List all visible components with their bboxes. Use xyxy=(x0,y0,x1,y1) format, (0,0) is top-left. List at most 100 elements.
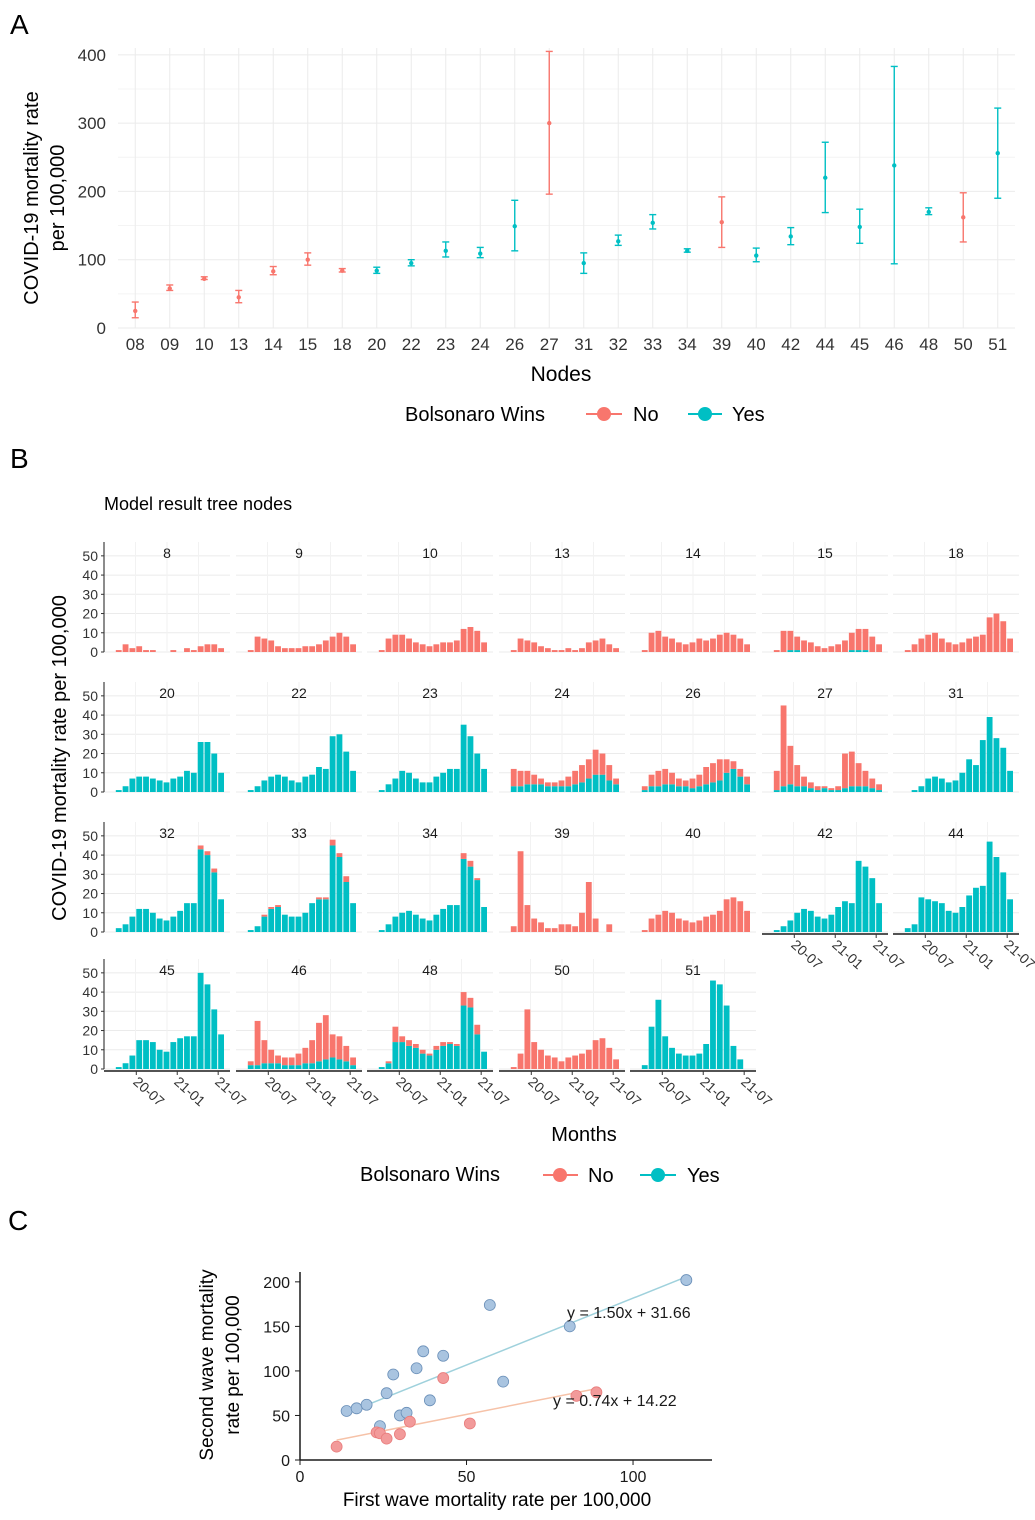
facet-bar-yes xyxy=(945,782,952,792)
facet-bar-no xyxy=(524,640,531,652)
facet-x-tick: 21-01 xyxy=(434,1073,471,1109)
facet-bar-yes xyxy=(406,910,412,932)
facet-bar-no xyxy=(399,634,406,652)
facet-bar-no xyxy=(474,1024,481,1035)
facet-title: 34 xyxy=(422,825,438,841)
facet-title: 9 xyxy=(295,545,303,561)
facet-node-10: 10 xyxy=(367,542,493,654)
facet-bar-yes xyxy=(918,786,925,792)
facet-bar-no xyxy=(842,640,848,652)
facet-bar-no xyxy=(855,763,862,787)
facet-bar-yes xyxy=(136,776,143,792)
facet-bar-no xyxy=(517,1053,524,1069)
facet-bar-yes xyxy=(136,1040,143,1069)
facet-bar-no xyxy=(918,638,925,652)
facet-bar-yes xyxy=(440,772,447,792)
panel-a-x-tick: 27 xyxy=(540,335,559,354)
panel-a-x-tick: 40 xyxy=(747,335,766,354)
panel-b: B Model result tree nodes 0 10 20 30 40 50 8 9 1… xyxy=(0,440,1035,1200)
facet-bar-yes xyxy=(737,776,744,792)
legend-yes-marker xyxy=(651,1168,665,1182)
facet-bar-yes xyxy=(517,786,524,792)
point-yes xyxy=(387,1368,400,1381)
facet-bar-yes xyxy=(392,1042,399,1069)
panel-b-header: Model result tree nodes xyxy=(104,494,292,514)
facet-bar-no xyxy=(247,650,254,652)
facet-title: 14 xyxy=(685,545,701,561)
legend-no-label: No xyxy=(633,404,659,426)
facet-bar-yes xyxy=(288,1065,295,1069)
facet-node-51: 51 20-07 21-01 21-07 xyxy=(630,959,776,1109)
facet-bar-no xyxy=(419,644,426,652)
facet-y-tick: 0 xyxy=(90,784,98,800)
facet-bar-no xyxy=(599,753,606,775)
facet-bar-no xyxy=(606,1047,613,1069)
facet-bar-no xyxy=(247,1061,254,1066)
facet-bar-yes xyxy=(773,930,780,932)
point-no xyxy=(463,1417,476,1430)
facet-bar-yes xyxy=(336,1059,343,1069)
panel-a-point xyxy=(340,268,345,273)
facet-bar-yes xyxy=(710,980,716,1069)
facet-bar-no xyxy=(524,770,531,785)
panel-a-x-tick-labels: 08 09 10 13 14 15 18 20 22 23 24 26 27 31 32 33 34 39 40 42… xyxy=(126,335,1007,354)
facet-bar-no xyxy=(599,1038,606,1069)
facet-bar-no xyxy=(433,644,440,652)
panel-c-points: y = 1.50x + 31.66 y = 0.74x + 14.22 xyxy=(330,1274,693,1453)
facet-bar-yes xyxy=(876,790,882,792)
panel-c-y-tick: 100 xyxy=(263,1364,290,1381)
facet-bar-no xyxy=(662,910,669,932)
facet-bar-yes xyxy=(426,920,433,932)
facet-bar-no xyxy=(669,772,675,785)
facet-bar-no xyxy=(268,1049,275,1064)
facet-bar-yes xyxy=(1007,899,1013,932)
facet-bar-yes xyxy=(447,768,453,792)
point-no xyxy=(404,1415,416,1428)
facet-bar-yes xyxy=(773,790,780,792)
panel-a-errorbar-15 xyxy=(304,252,312,266)
panel-a-point xyxy=(443,248,448,254)
facet-bar-no xyxy=(268,907,275,909)
facet-bar-yes xyxy=(737,1059,744,1069)
facet-bar-yes xyxy=(467,866,474,932)
facet-bar-no xyxy=(385,1061,392,1064)
facet-bar-yes xyxy=(648,1026,655,1069)
facet-bar-yes xyxy=(329,1057,336,1069)
facet-bar-yes xyxy=(467,1007,474,1069)
facet-bar-yes xyxy=(329,736,336,792)
facet-y-tick: 50 xyxy=(82,828,98,844)
facet-bar-no xyxy=(426,646,433,652)
facet-bar-no xyxy=(655,770,662,787)
facet-bar-yes xyxy=(184,770,190,792)
facet-bar-no xyxy=(682,644,689,652)
facet-bar-yes xyxy=(579,782,585,792)
facet-bar-yes xyxy=(599,774,606,792)
facet-bar-no xyxy=(641,650,648,652)
facet-bar-yes xyxy=(170,778,177,792)
panel-a-errorbar-50 xyxy=(959,192,967,243)
facet-bar-no xyxy=(474,878,481,881)
facet-bar-yes xyxy=(787,784,794,792)
facet-bar-no xyxy=(336,1036,343,1060)
facet-bar-no xyxy=(821,648,828,652)
facet-bar-no xyxy=(675,642,682,652)
facet-bar-no xyxy=(460,853,467,859)
panel-a-x-tick: 46 xyxy=(885,335,904,354)
facet-bar-yes xyxy=(385,1063,392,1069)
facet-bar-yes xyxy=(780,786,787,792)
facet-x-tick: 21-07 xyxy=(212,1073,249,1109)
facet-bar-no xyxy=(572,650,579,652)
facet-bar-yes xyxy=(821,918,828,932)
facet-x-tick: 20-07 xyxy=(262,1073,299,1109)
facet-bar-yes xyxy=(1000,747,1007,792)
facet-bar-yes xyxy=(558,786,565,792)
facet-bar-yes xyxy=(979,740,986,792)
facet-bar-yes xyxy=(945,910,952,932)
facet-bar-yes xyxy=(848,650,855,652)
facet-bar-yes xyxy=(295,782,302,792)
facet-bar-no xyxy=(211,868,218,873)
facet-y-tick: 0 xyxy=(90,1061,98,1077)
facet-bar-no xyxy=(773,650,780,652)
point-yes xyxy=(680,1274,693,1286)
facet-title: 44 xyxy=(948,825,964,841)
